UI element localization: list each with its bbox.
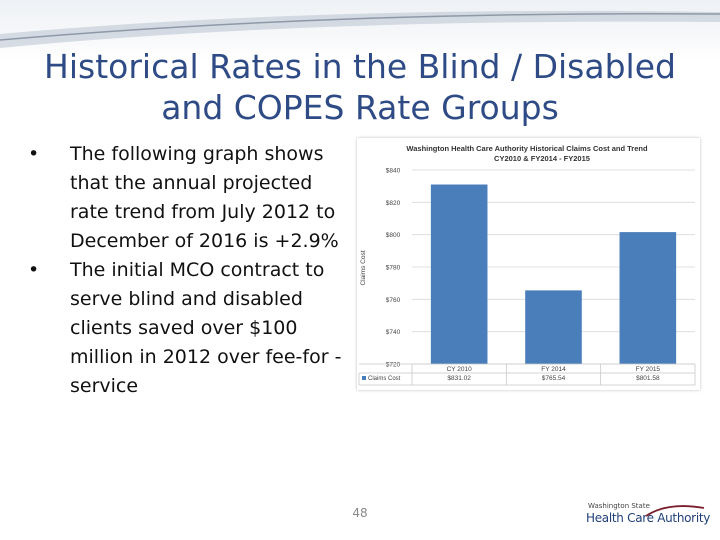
x-category-label: CY 2010 [447,366,473,373]
y-tick-label: $740 [386,329,401,336]
bar [430,184,488,364]
y-tick-label: $720 [386,362,401,369]
hca-logo: Washington State Health Care Authority [586,502,710,530]
table-value-label: $801.58 [636,375,660,382]
header-swoosh [0,10,720,48]
page-number: 48 [352,506,368,520]
table-value-label: $831.02 [447,375,471,382]
chart-canvas: Washington Health Care Authority Histori… [358,144,696,386]
legend-swatch [362,376,366,380]
y-tick-label: $840 [386,168,401,175]
y-tick-label: $800 [386,232,401,239]
bullet-text: The following graph shows that the annua… [70,143,339,252]
y-tick-label: $760 [386,297,401,304]
bar [619,232,677,364]
bullet-text: The initial MCO contract to serve blind … [70,259,342,397]
bullet-dot: • [28,143,40,165]
y-tick-label: $780 [386,265,401,272]
table-value-label: $765.54 [542,375,566,382]
chart-subtitle: CY2010 & FY2014 - FY2015 [494,154,590,163]
bullet-item: • The following graph shows that the ann… [28,140,348,256]
logo-swoosh-icon [645,505,705,517]
chart-y-axis-label: Claims Cost [360,250,367,285]
legend-label: Claims Cost [368,376,401,382]
header-band [0,0,720,60]
x-category-label: FY 2015 [636,366,661,373]
slide-title: Historical Rates in the Blind / Disabled… [44,47,676,127]
logo-main-text: Health Care Authority [586,511,711,525]
y-tick-label: $820 [386,200,401,207]
logo-top-text: Washington State [588,502,650,510]
bullet-item: • The initial MCO contract to serve blin… [28,256,348,401]
x-category-label: FY 2014 [541,366,566,373]
bar [525,290,582,364]
chart-title: Washington Health Care Authority Histori… [406,144,648,153]
bullet-list: • The following graph shows that the ann… [28,140,348,401]
claims-cost-chart: Washington Health Care Authority Histori… [357,138,700,390]
bullet-dot: • [28,259,40,281]
